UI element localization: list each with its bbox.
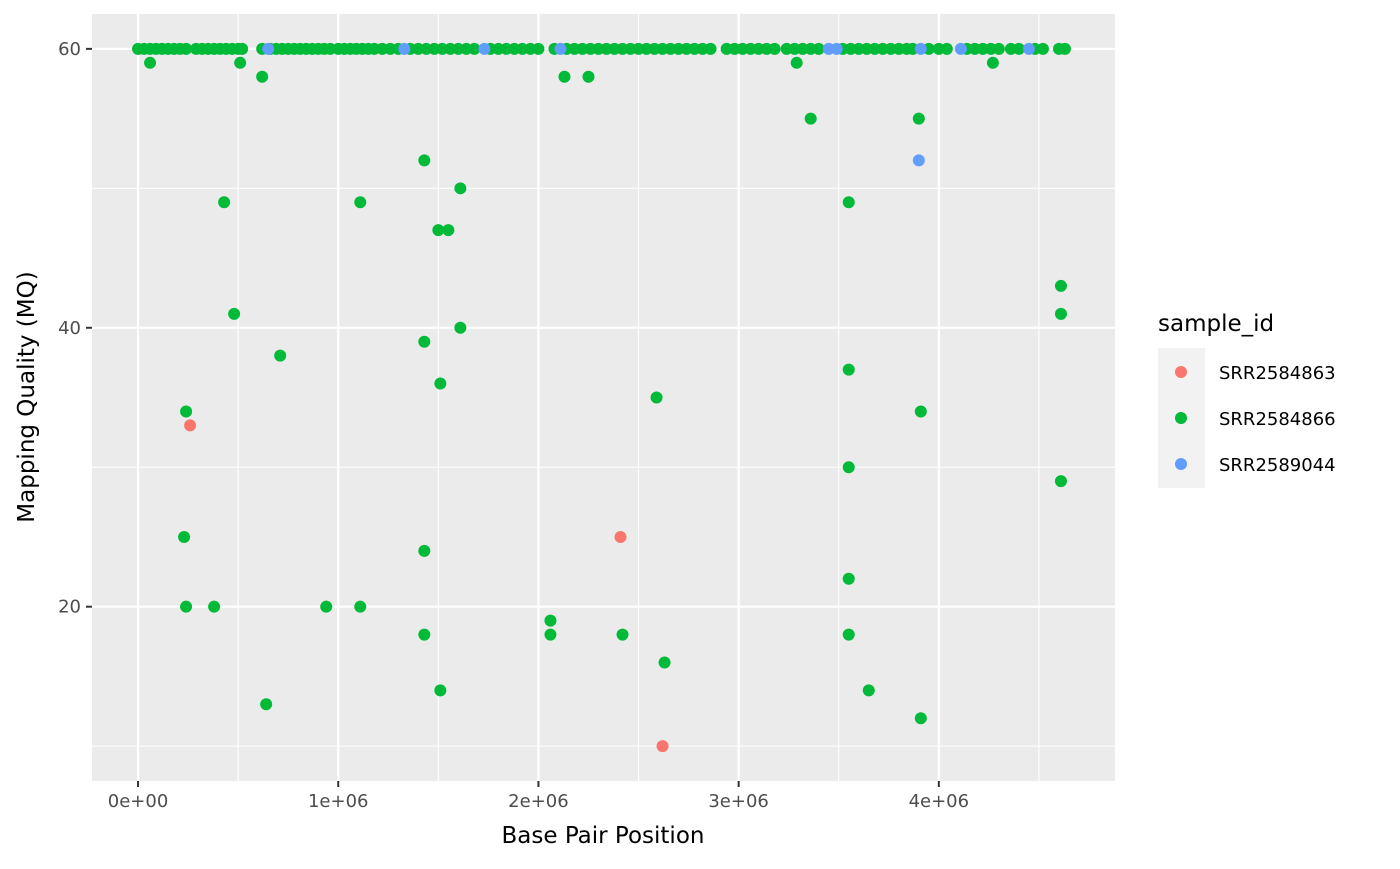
point-srr2584866 [260, 698, 273, 711]
point-srr2584866 [1058, 42, 1071, 55]
point-srr2584866 [256, 70, 269, 83]
minor-gridlines [92, 14, 1115, 781]
point-srr2584863 [184, 419, 197, 432]
point-srr2584866 [144, 56, 157, 69]
point-srr2584866 [234, 56, 247, 69]
point-srr2584866 [582, 70, 595, 83]
point-srr2584866 [842, 363, 855, 376]
point-srr2584866 [236, 42, 249, 55]
point-srr2584866 [544, 614, 557, 627]
point-srr2584866 [354, 196, 367, 209]
point-srr2584866 [180, 600, 193, 613]
point-srr2584866 [178, 530, 191, 543]
plot-panel [92, 14, 1115, 781]
point-srr2584866 [1036, 42, 1049, 55]
y-tick-label: 20 [58, 597, 81, 618]
point-srr2584866 [468, 42, 481, 55]
legend-key-srr2584866 [1175, 412, 1187, 424]
point-srr2584866 [218, 196, 231, 209]
y-axis-title: Mapping Quality (MQ) [14, 271, 40, 522]
y-tick-label: 40 [58, 318, 81, 339]
point-srr2584866 [658, 656, 671, 669]
point-srr2584863 [614, 530, 627, 543]
point-srr2584866 [616, 628, 629, 641]
point-srr2584866 [180, 405, 193, 418]
point-srr2584866 [434, 377, 447, 390]
point-srr2584866 [228, 307, 241, 320]
point-srr2584866 [274, 349, 287, 362]
point-srr2584866 [986, 56, 999, 69]
point-srr2584866 [1054, 475, 1067, 488]
legend-label-srr2584866: SRR2584866 [1219, 409, 1336, 430]
point-srr2584866 [354, 600, 367, 613]
point-srr2584866 [1054, 307, 1067, 320]
point-srr2584866 [940, 42, 953, 55]
point-srr2584863 [656, 740, 669, 753]
x-tick-label: 2e+06 [508, 791, 569, 812]
point-srr2584866 [320, 600, 333, 613]
x-tick-label: 1e+06 [308, 791, 369, 812]
point-srr2584866 [1054, 279, 1067, 292]
point-srr2589044 [954, 42, 967, 55]
point-srr2584866 [180, 42, 193, 55]
point-srr2589044 [912, 154, 925, 167]
y-axis: 20 40 60 [58, 39, 92, 618]
point-srr2584866 [418, 628, 431, 641]
point-srr2584866 [914, 712, 927, 725]
point-srr2589044 [554, 42, 567, 55]
point-srr2584866 [454, 182, 467, 195]
legend-label-srr2584863: SRR2584863 [1219, 363, 1336, 384]
point-srr2584866 [434, 684, 447, 697]
x-axis: 0e+00 1e+06 2e+06 3e+06 4e+06 [108, 781, 969, 812]
x-axis-title: Base Pair Position [502, 823, 705, 849]
x-tick-label: 4e+06 [909, 791, 970, 812]
major-gridlines [92, 14, 1115, 781]
point-srr2584866 [418, 154, 431, 167]
point-srr2589044 [398, 42, 411, 55]
point-srr2584866 [418, 544, 431, 557]
point-srr2584866 [208, 600, 221, 613]
point-srr2584866 [432, 224, 445, 237]
point-srr2584866 [992, 42, 1005, 55]
y-tick-label: 60 [58, 39, 81, 60]
point-srr2584866 [418, 335, 431, 348]
point-srr2584866 [842, 196, 855, 209]
point-srr2584866 [558, 70, 571, 83]
point-srr2584866 [914, 405, 927, 418]
legend-key-srr2589044 [1175, 458, 1187, 470]
point-srr2584866 [544, 628, 557, 641]
point-srr2584866 [804, 112, 817, 125]
legend-title: sample_id [1158, 311, 1274, 337]
x-tick-label: 0e+00 [108, 791, 169, 812]
legend-label-srr2589044: SRR2589044 [1219, 455, 1336, 476]
x-tick-label: 3e+06 [708, 791, 769, 812]
point-srr2589044 [830, 42, 843, 55]
point-srr2584866 [812, 42, 825, 55]
point-srr2589044 [914, 42, 927, 55]
point-srr2584866 [842, 628, 855, 641]
point-srr2584866 [532, 42, 545, 55]
point-srr2589044 [478, 42, 491, 55]
legend: sample_id SRR2584863 SRR2584866 SRR2589044 [1158, 311, 1336, 488]
point-srr2589044 [262, 42, 275, 55]
point-srr2584866 [768, 42, 781, 55]
legend-key-srr2584863 [1175, 366, 1187, 378]
point-srr2584866 [442, 224, 455, 237]
data-points [132, 42, 1071, 753]
point-srr2584866 [704, 42, 717, 55]
point-srr2584866 [842, 572, 855, 585]
point-srr2589044 [1022, 42, 1035, 55]
point-srr2584866 [862, 684, 875, 697]
point-srr2584866 [650, 391, 663, 404]
point-srr2584866 [790, 56, 803, 69]
point-srr2584866 [912, 112, 925, 125]
point-srr2584866 [454, 321, 467, 334]
point-srr2584866 [842, 461, 855, 474]
point-srr2584866 [1012, 42, 1025, 55]
